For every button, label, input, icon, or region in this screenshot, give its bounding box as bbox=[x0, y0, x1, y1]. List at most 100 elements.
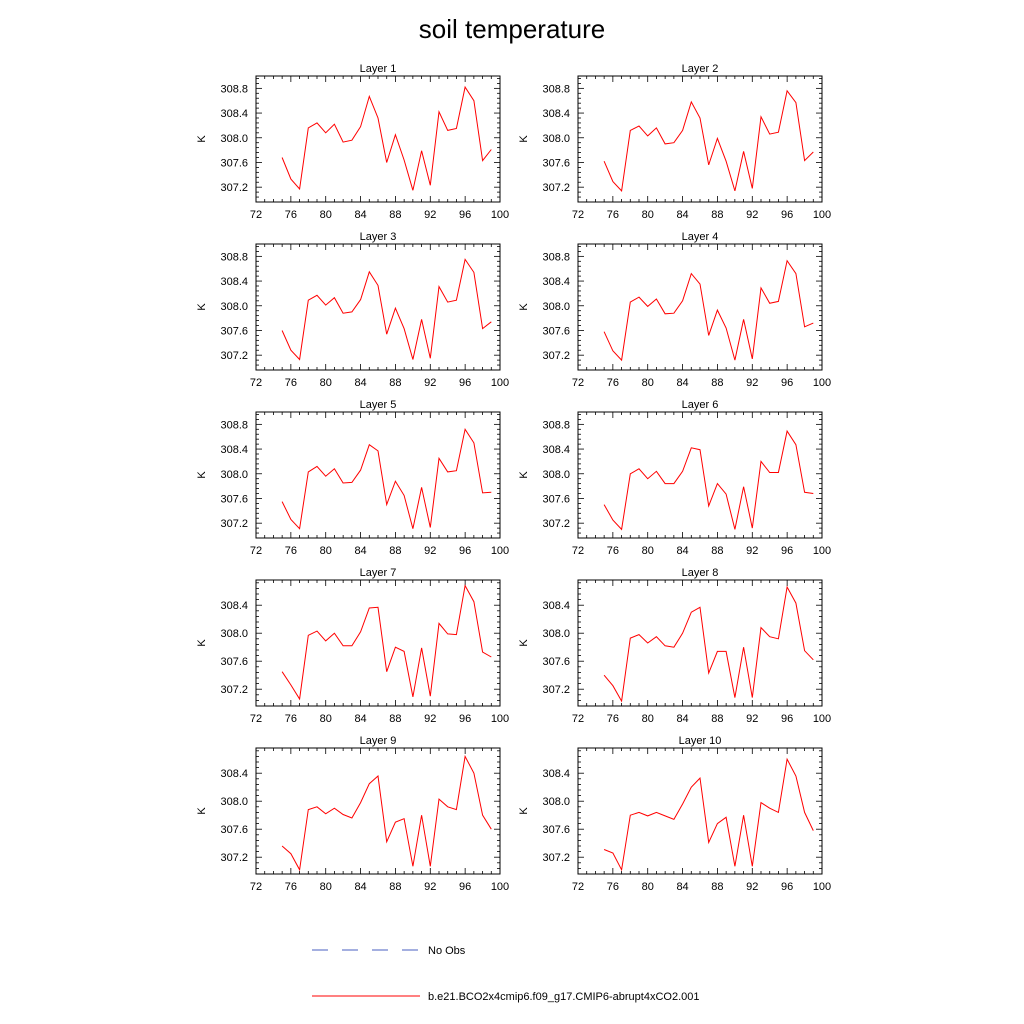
x-tick-label: 80 bbox=[642, 545, 654, 557]
y-axis-label: K bbox=[518, 807, 530, 815]
x-tick-label: 88 bbox=[389, 713, 401, 725]
x-tick-label: 96 bbox=[459, 881, 471, 893]
y-axis-label: K bbox=[518, 471, 530, 479]
x-tick-label: 72 bbox=[572, 545, 584, 557]
x-tick-label: 72 bbox=[250, 209, 262, 221]
x-tick-label: 100 bbox=[813, 377, 831, 389]
series-line bbox=[281, 584, 492, 701]
y-tick-label: 308.0 bbox=[542, 469, 570, 481]
x-tick-label: 72 bbox=[572, 377, 584, 389]
x-tick-label: 92 bbox=[424, 377, 436, 389]
panel-title: Layer 9 bbox=[360, 735, 397, 747]
chart-panel: Layer 10 K 72 76 80 84 88 92 96 100 307.2 307.6 308.… bbox=[518, 735, 831, 893]
y-tick-label: 308.0 bbox=[542, 301, 570, 313]
y-tick-label: 307.2 bbox=[220, 182, 248, 194]
y-axis-label: K bbox=[196, 135, 208, 143]
x-tick-label: 96 bbox=[459, 377, 471, 389]
x-tick-label: 84 bbox=[354, 713, 366, 725]
panel-title: Layer 2 bbox=[682, 63, 719, 75]
y-tick-label: 308.4 bbox=[220, 108, 248, 120]
y-axis-label: K bbox=[196, 471, 208, 479]
x-tick-label: 84 bbox=[676, 377, 688, 389]
y-tick-label: 308.4 bbox=[220, 600, 248, 612]
y-tick-label: 307.6 bbox=[542, 824, 570, 836]
x-tick-label: 80 bbox=[320, 209, 332, 221]
y-tick-label: 308.0 bbox=[220, 133, 248, 145]
y-tick-label: 307.6 bbox=[542, 656, 570, 668]
plot-frame bbox=[255, 243, 501, 371]
x-tick-label: 92 bbox=[424, 545, 436, 557]
x-tick-label: 92 bbox=[424, 209, 436, 221]
y-tick-label: 308.4 bbox=[542, 444, 570, 456]
x-tick-label: 100 bbox=[491, 545, 509, 557]
x-tick-label: 76 bbox=[607, 881, 619, 893]
x-tick-label: 96 bbox=[459, 545, 471, 557]
x-tick-label: 92 bbox=[746, 713, 758, 725]
x-tick-label: 76 bbox=[607, 209, 619, 221]
y-axis-label: K bbox=[196, 807, 208, 815]
y-tick-label: 307.2 bbox=[542, 518, 570, 530]
x-tick-label: 96 bbox=[459, 713, 471, 725]
x-tick-label: 100 bbox=[491, 377, 509, 389]
y-axis-label: K bbox=[196, 639, 208, 647]
series-line bbox=[603, 259, 814, 362]
chart-panel: Layer 1 K 72 76 80 84 88 92 96 100 307.2 307.6 308.0… bbox=[196, 63, 509, 221]
plot-frame bbox=[577, 243, 823, 371]
y-axis-label: K bbox=[196, 303, 208, 311]
x-tick-label: 92 bbox=[424, 713, 436, 725]
x-tick-label: 76 bbox=[285, 545, 297, 557]
y-tick-label: 308.8 bbox=[542, 251, 570, 263]
y-axis-label: K bbox=[518, 135, 530, 143]
x-tick-label: 88 bbox=[711, 377, 723, 389]
chart-panel: Layer 9 K 72 76 80 84 88 92 96 100 307.2 307.6 308.0… bbox=[196, 735, 509, 893]
y-tick-label: 307.2 bbox=[220, 350, 248, 362]
chart-panel: Layer 8 K 72 76 80 84 88 92 96 100 307.2 307.6 308.0… bbox=[518, 567, 831, 725]
figure-title: soil temperature bbox=[418, 14, 606, 44]
series-line bbox=[281, 85, 492, 191]
legend-label: b.e21.BCO2x4cmip6.f09_g17.CMIP6-abrupt4x… bbox=[428, 991, 700, 1003]
x-tick-label: 72 bbox=[572, 713, 584, 725]
x-tick-label: 72 bbox=[250, 713, 262, 725]
x-tick-label: 76 bbox=[285, 881, 297, 893]
x-tick-label: 80 bbox=[642, 713, 654, 725]
panel-title: Layer 3 bbox=[360, 231, 397, 243]
y-tick-label: 307.6 bbox=[220, 824, 248, 836]
x-tick-label: 100 bbox=[813, 545, 831, 557]
y-tick-label: 308.0 bbox=[220, 628, 248, 640]
x-tick-label: 72 bbox=[250, 377, 262, 389]
chart-panel: Layer 7 K 72 76 80 84 88 92 96 100 307.2 307.6 308.0… bbox=[196, 567, 509, 725]
panel-title: Layer 10 bbox=[679, 735, 722, 747]
y-tick-label: 308.0 bbox=[542, 133, 570, 145]
x-tick-label: 80 bbox=[642, 209, 654, 221]
y-tick-label: 307.2 bbox=[542, 852, 570, 864]
x-tick-label: 96 bbox=[781, 713, 793, 725]
x-tick-label: 92 bbox=[746, 545, 758, 557]
x-tick-label: 84 bbox=[676, 545, 688, 557]
y-tick-label: 308.4 bbox=[220, 276, 248, 288]
y-tick-label: 308.4 bbox=[542, 600, 570, 612]
x-tick-label: 84 bbox=[676, 209, 688, 221]
x-tick-label: 72 bbox=[572, 209, 584, 221]
x-tick-label: 80 bbox=[642, 881, 654, 893]
x-tick-label: 88 bbox=[389, 209, 401, 221]
chart-panel: Layer 2 K 72 76 80 84 88 92 96 100 307.2 307.6 308.0… bbox=[518, 63, 831, 221]
chart-panel: Layer 3 K 72 76 80 84 88 92 96 100 307.2 307.6 308.0… bbox=[196, 231, 509, 389]
panel-title: Layer 8 bbox=[682, 567, 719, 579]
x-tick-label: 92 bbox=[746, 881, 758, 893]
x-tick-label: 88 bbox=[389, 881, 401, 893]
y-tick-label: 308.8 bbox=[220, 251, 248, 263]
x-tick-label: 80 bbox=[320, 881, 332, 893]
legend-label: No Obs bbox=[428, 945, 466, 957]
y-tick-label: 307.2 bbox=[220, 684, 248, 696]
x-tick-label: 76 bbox=[607, 545, 619, 557]
x-tick-label: 84 bbox=[354, 881, 366, 893]
x-tick-label: 100 bbox=[491, 209, 509, 221]
x-tick-label: 88 bbox=[389, 545, 401, 557]
y-axis-label: K bbox=[518, 639, 530, 647]
y-tick-label: 307.2 bbox=[542, 684, 570, 696]
y-tick-label: 307.2 bbox=[220, 518, 248, 530]
y-tick-label: 307.6 bbox=[220, 656, 248, 668]
plot-frame bbox=[577, 411, 823, 539]
x-tick-label: 92 bbox=[746, 209, 758, 221]
x-tick-label: 100 bbox=[813, 881, 831, 893]
